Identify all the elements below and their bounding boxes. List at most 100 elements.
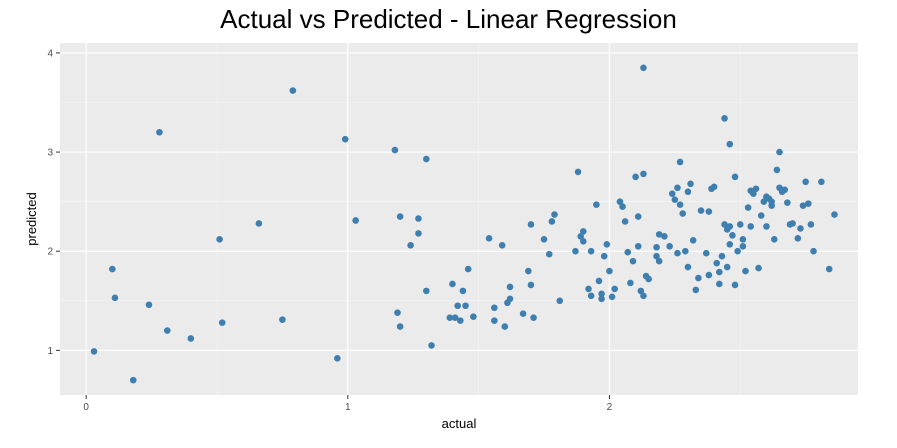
scatter-point: [818, 178, 825, 186]
scatter-point: [556, 297, 564, 305]
scatter-point: [768, 198, 775, 205]
scatter-point: [572, 247, 579, 255]
scatter-point: [498, 241, 506, 249]
scatter-point: [632, 173, 639, 181]
scatter-point: [770, 236, 778, 243]
scatter-point: [676, 158, 684, 166]
scatter-point: [341, 135, 349, 143]
scatter-point: [723, 263, 731, 271]
scatter-point: [525, 267, 532, 275]
scatter-point: [637, 287, 645, 295]
scatter-point: [587, 247, 595, 255]
scatter-point: [674, 249, 681, 257]
x-tick-label: 2: [607, 402, 613, 413]
scatter-point: [807, 221, 815, 228]
scatter-point: [156, 128, 163, 136]
x-axis-title: actual: [442, 416, 477, 431]
scatter-point: [804, 200, 812, 207]
scatter-point: [574, 168, 582, 176]
scatter-point: [506, 283, 514, 291]
scatter-point: [491, 304, 498, 312]
scatter-point: [731, 173, 739, 181]
scatter-point: [527, 281, 535, 289]
scatter-point: [739, 242, 747, 250]
scatter-point: [755, 264, 762, 272]
data-points: [90, 64, 838, 384]
scatter-point: [776, 148, 783, 156]
scatter-point: [454, 302, 461, 310]
scatter-point: [90, 348, 98, 355]
scatter-point: [794, 235, 802, 242]
plot-panel: [60, 43, 858, 395]
scatter-point: [187, 335, 195, 342]
scatter-point: [666, 242, 673, 250]
scatter-point: [446, 314, 454, 321]
scatter-point: [684, 263, 692, 271]
scatter-point: [634, 213, 642, 220]
scatter-point: [600, 252, 608, 260]
scatter-point: [721, 221, 728, 228]
scatter-point: [611, 285, 618, 293]
scatter-point: [129, 376, 137, 384]
scatter-point: [739, 236, 747, 243]
x-tick-label: 0: [83, 402, 89, 413]
scatter-point: [634, 242, 642, 250]
scatter-point: [579, 238, 587, 245]
scatter-point: [789, 220, 796, 227]
scatter-point: [645, 275, 652, 283]
scatter-point: [279, 316, 286, 323]
scatter-point: [457, 317, 464, 324]
scatter-point: [831, 211, 838, 218]
scatter-point: [619, 203, 626, 210]
scatter-point: [705, 208, 713, 215]
scatter-point: [579, 228, 587, 235]
scatter-point: [655, 231, 663, 238]
scatter-point: [653, 252, 660, 260]
scatter-point: [773, 166, 781, 174]
scatter-point: [593, 201, 600, 208]
scatter-point: [598, 295, 605, 303]
scatter-point: [606, 267, 613, 275]
scatter-point: [797, 225, 804, 232]
scatter-point: [491, 317, 498, 324]
scatter-point: [216, 236, 223, 243]
scatter-point: [671, 196, 679, 203]
scatter-point: [718, 252, 726, 260]
scatter-point: [729, 232, 736, 239]
scatter-point: [501, 323, 509, 330]
y-tick-label: 3: [47, 148, 53, 159]
scatter-point: [608, 293, 616, 301]
scatter-point: [585, 285, 592, 293]
scatter-point: [702, 249, 710, 257]
scatter-point: [731, 281, 739, 289]
scatter-point: [587, 292, 595, 300]
scatter-point: [752, 185, 760, 193]
scatter-point: [661, 233, 668, 240]
scatter-point: [111, 294, 119, 302]
scatter-point: [736, 221, 744, 228]
scatter-point: [506, 295, 514, 303]
scatter-point: [603, 240, 611, 248]
scatter-point: [415, 230, 422, 237]
scatter-point: [757, 212, 765, 219]
scatter-point: [548, 218, 556, 225]
scatter-point: [763, 223, 770, 230]
scatter-point: [621, 218, 629, 225]
scatter-point: [640, 64, 647, 72]
scatter-point: [640, 292, 647, 300]
scatter-point: [695, 274, 702, 282]
scatter-point: [810, 247, 817, 255]
y-axis-title: predicted: [24, 192, 39, 245]
scatter-point: [716, 268, 723, 276]
scatter-point: [721, 115, 728, 122]
scatter-point: [687, 180, 694, 188]
scatter-point: [744, 204, 752, 211]
scatter-point: [697, 207, 705, 214]
scatter-point: [624, 248, 632, 256]
scatter-point: [668, 190, 676, 198]
axis-ticks: 0 1 2 1 2 3 4: [47, 48, 612, 413]
scatter-point: [551, 211, 558, 218]
scatter-point: [705, 271, 713, 279]
scatter-point: [519, 310, 527, 317]
